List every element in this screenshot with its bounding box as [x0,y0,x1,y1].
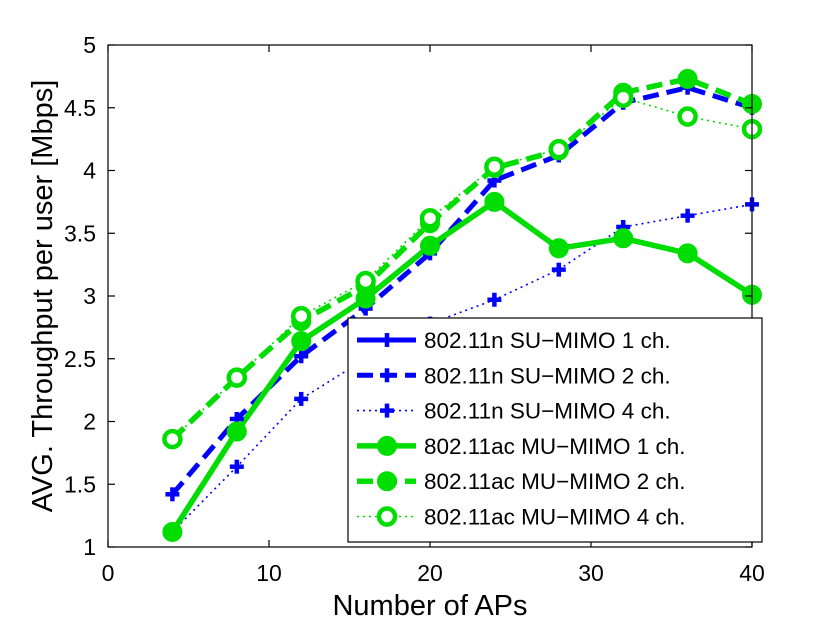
data-point [294,391,309,406]
data-point [226,367,248,388]
x-tick-label: 0 [102,560,115,586]
y-axis: 1 1.5 2 2.5 3 3.5 4 4.5 5 [64,32,752,560]
series-line-4 [170,199,754,534]
data-point [612,87,634,108]
data-point [165,487,180,502]
series-line-6 [171,96,753,440]
data-point [548,138,570,160]
legend-label: 802.11n SU−MIMO 1 ch. [424,328,671,353]
x-tick-label: 30 [578,560,604,586]
data-point [677,106,698,127]
data-point [677,68,698,89]
data-point [677,243,698,264]
data-point [680,208,695,223]
data-point [355,270,376,292]
data-point [226,421,247,442]
y-tick-label: 2.5 [64,346,96,372]
legend-label: 802.11ac MU−MIMO 4 ch. [424,505,686,530]
legend-swatch-marker [377,435,397,456]
series-line-3 [171,203,753,533]
data-point [420,235,440,256]
series-markers-layer [162,68,763,542]
data-point [551,262,566,277]
x-axis: 0 10 20 30 40 [102,45,765,586]
legend-item: 802.11ac MU−MIMO 2 ch. [357,469,686,494]
x-tick-label: 40 [739,560,765,586]
data-point [484,191,505,212]
legend-item: 802.11ac MU−MIMO 1 ch. [357,434,686,459]
data-point [162,521,183,542]
legend-swatch-marker [377,471,397,492]
legend-swatch-marker [376,506,398,527]
legend: 802.11n SU−MIMO 1 ch. 802.11n SU−MIMO 2 c… [347,317,763,543]
y-tick-label: 2 [83,409,96,435]
y-tick-label: 4 [83,158,96,184]
legend-item: 802.11n SU−MIMO 1 ch. [357,328,671,353]
legend-item: 802.11n SU−MIMO 4 ch. [357,399,671,424]
legend-item: 802.11n SU−MIMO 2 ch. [357,363,671,388]
legend-swatch-marker [380,403,394,418]
data-point [613,228,634,249]
y-axis-label: AVG. Throughput per user [Mbps] [27,80,59,513]
x-tick-label: 20 [417,560,443,586]
y-tick-label: 4.5 [64,95,96,121]
x-tick-label: 10 [256,560,282,586]
series-lines-layer [170,76,754,534]
data-point [548,238,569,259]
legend-box [347,317,763,543]
series-line-5 [170,76,753,442]
legend-item: 802.11ac MU−MIMO 4 ch. [357,505,686,530]
data-point [419,207,441,229]
legend-swatch-marker [380,368,394,383]
legend-label: 802.11n SU−MIMO 2 ch. [424,363,671,388]
data-point [294,349,309,364]
y-tick-label: 3.5 [64,220,96,246]
x-axis-label: Number of APs [332,590,527,622]
y-tick-label: 1 [83,534,96,560]
data-point [291,331,312,352]
legend-label: 802.11ac MU−MIMO 1 ch. [424,434,686,459]
legend-label: 802.11n SU−MIMO 4 ch. [424,399,671,424]
series-6-markers [162,87,763,450]
data-point [229,459,244,474]
data-point [484,156,505,177]
y-tick-label: 5 [83,32,96,58]
y-tick-label: 3 [83,283,96,309]
data-point [487,292,502,307]
y-tick-label: 1.5 [64,471,96,497]
data-point [290,305,312,327]
legend-swatch-marker [380,333,394,347]
legend-label: 802.11ac MU−MIMO 2 ch. [424,469,686,494]
data-point [162,428,183,450]
